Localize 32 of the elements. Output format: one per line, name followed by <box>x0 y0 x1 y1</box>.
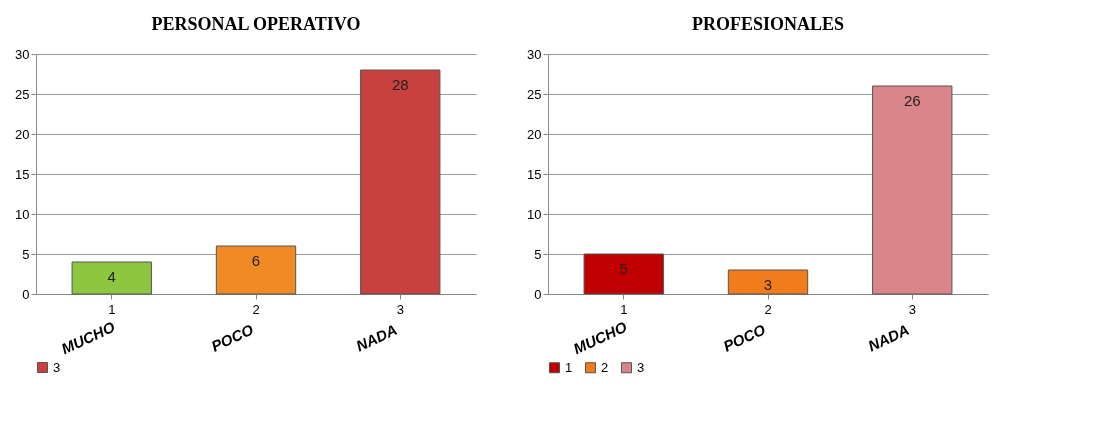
y-tick-label: 20 <box>527 126 542 142</box>
y-tick-label: 20 <box>15 126 30 142</box>
data-label: 28 <box>391 76 409 93</box>
data-label: 5 <box>619 260 628 277</box>
y-tick-label: 25 <box>15 86 30 102</box>
y-tick-label: 10 <box>527 206 542 222</box>
x-tick-label: 3 <box>908 301 916 317</box>
x-tick-label: 3 <box>396 301 404 317</box>
chart-title: PROFESIONALES <box>691 14 845 34</box>
y-tick-label: 10 <box>15 206 30 222</box>
y-tick-label: 30 <box>15 46 30 62</box>
y-tick-label: 15 <box>15 166 30 182</box>
y-tick-label: 5 <box>22 246 30 262</box>
data-label: 3 <box>763 276 773 293</box>
chart-title: PERSONAL OPERATIVO <box>151 14 361 34</box>
y-tick-label: 25 <box>527 86 542 102</box>
y-tick-label: 15 <box>527 166 542 182</box>
x-tick-label: 1 <box>620 301 628 317</box>
legend-label: 3 <box>53 359 61 375</box>
data-label: 26 <box>903 92 921 109</box>
x-tick-label: 2 <box>252 301 260 317</box>
data-label: 4 <box>107 268 116 285</box>
legend-label: 2 <box>601 359 609 375</box>
legend-label: 3 <box>637 359 645 375</box>
y-tick-label: 0 <box>534 286 542 302</box>
y-tick-label: 30 <box>527 46 542 62</box>
y-tick-label: 0 <box>22 286 30 302</box>
data-label: 6 <box>251 252 261 269</box>
y-tick-label: 5 <box>534 246 542 262</box>
x-tick-label: 2 <box>764 301 772 317</box>
legend-label: 1 <box>565 359 573 375</box>
x-tick-label: 1 <box>108 301 116 317</box>
